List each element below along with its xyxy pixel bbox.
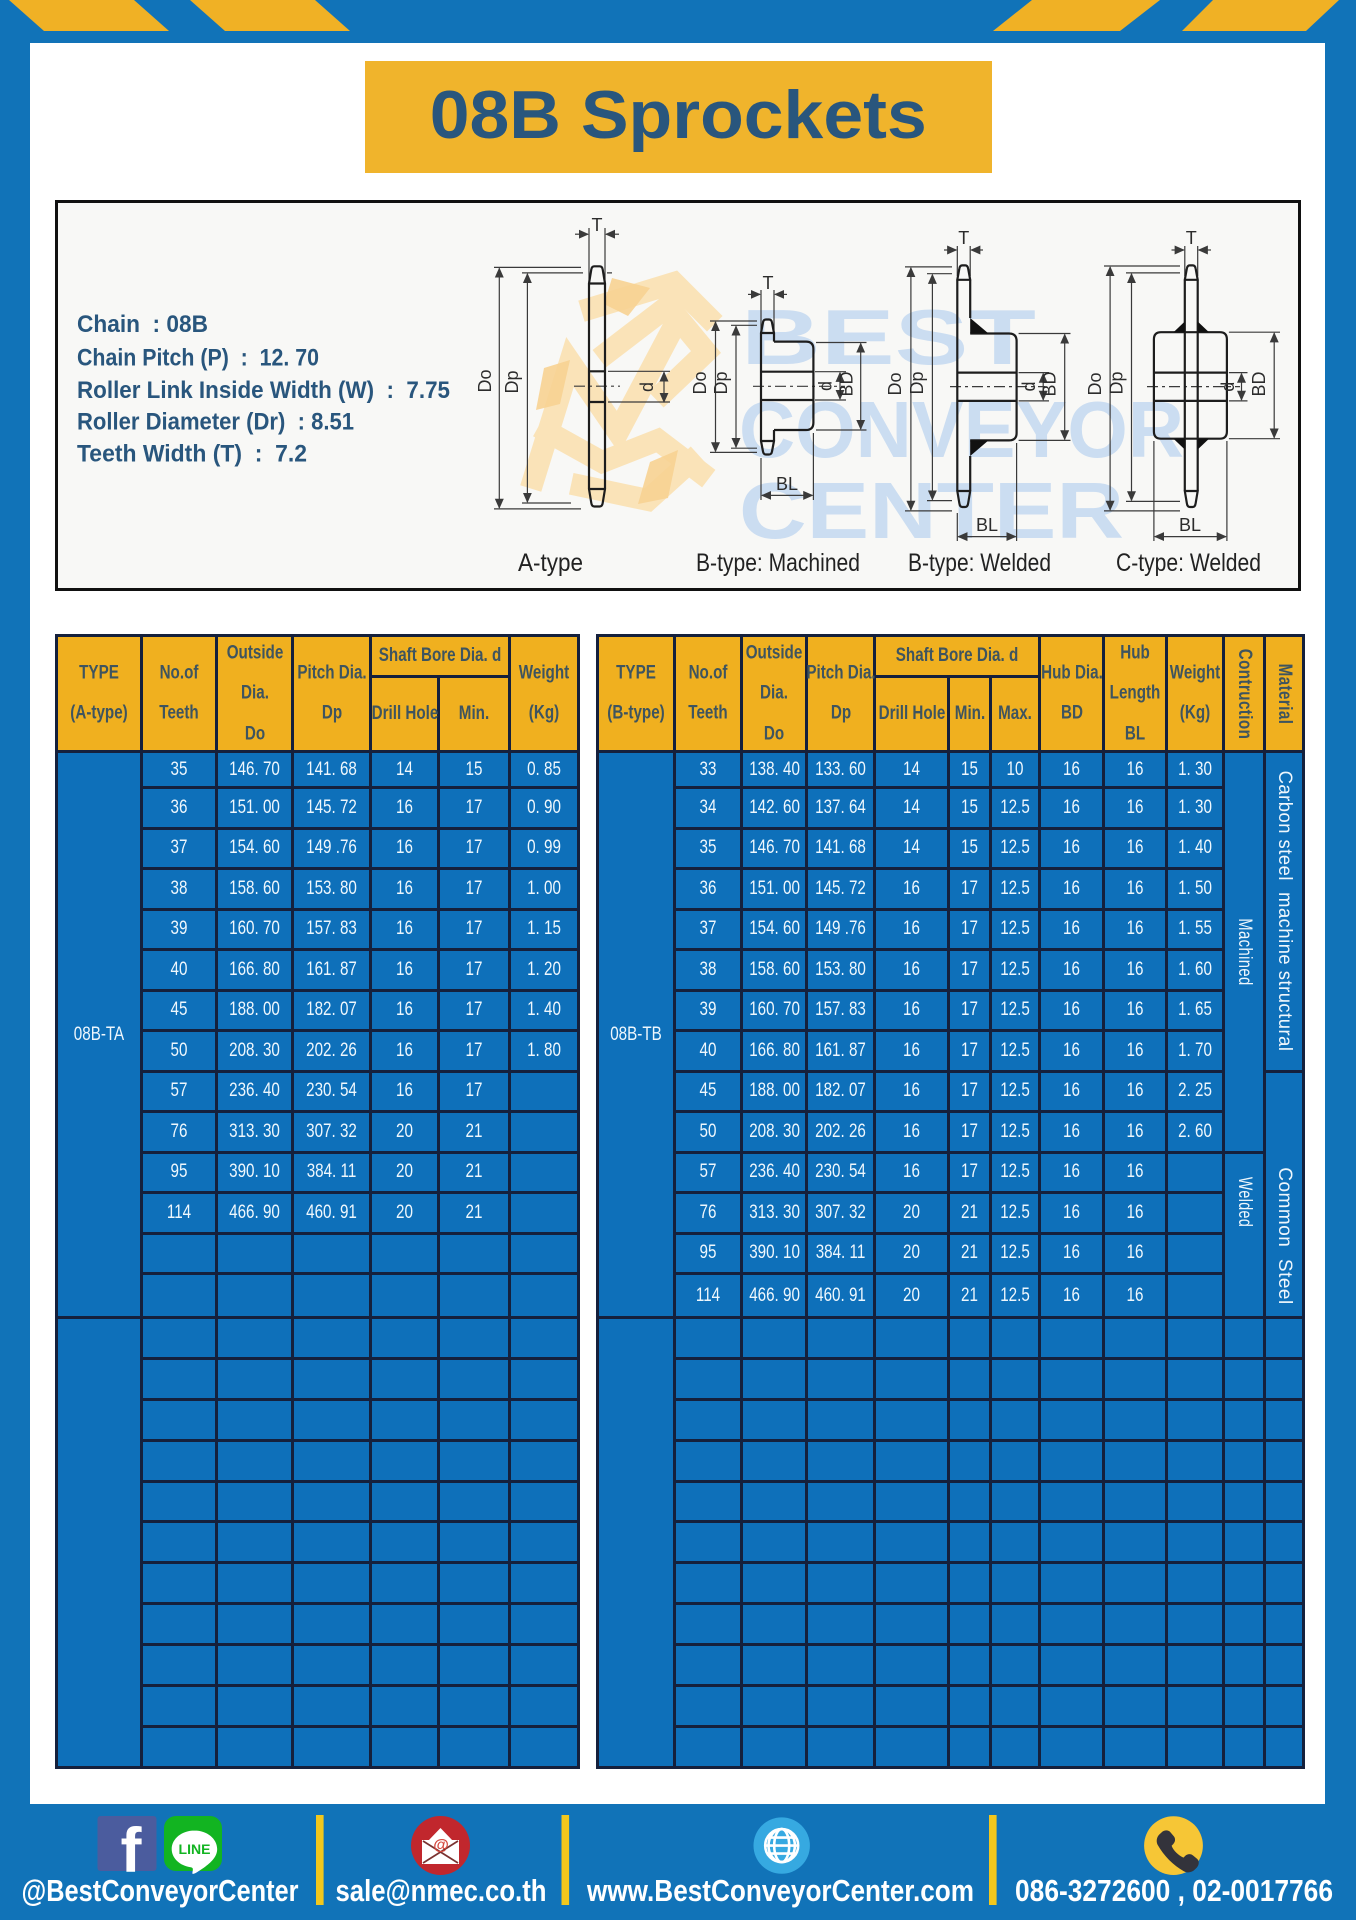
svg-text:T: T: [763, 273, 774, 293]
svg-text:@: @: [433, 1837, 449, 1854]
svg-text:d: d: [637, 382, 657, 392]
svg-text:Dp: Dp: [1107, 371, 1127, 394]
svg-text:BL: BL: [1179, 515, 1201, 535]
svg-text:T: T: [958, 228, 969, 248]
svg-text:f: f: [121, 1816, 143, 1886]
svg-text:B-type: Machined: B-type: Machined: [696, 549, 860, 577]
svg-text:Chain : 08B: Chain : 08B: [77, 311, 208, 338]
svg-text:Chain Pitch (P) : 12. 70: Chain Pitch (P) : 12. 70: [77, 345, 319, 372]
svg-text:Roller Link Inside Width (W): Roller Link Inside Width (W) : 7.75: [77, 377, 450, 404]
svg-text:086-3272600 , 02-0017766: 086-3272600 , 02-0017766: [1015, 1873, 1333, 1908]
svg-text:Do: Do: [1085, 372, 1105, 395]
svg-text:B-type: Welded: B-type: Welded: [908, 549, 1051, 577]
svg-text:A-type: A-type: [518, 549, 583, 577]
svg-text:Teeth Width (T) : 7.2: Teeth Width (T) : 7.2: [77, 441, 307, 468]
svg-text:Dp: Dp: [907, 371, 927, 394]
svg-text:Do: Do: [690, 371, 710, 394]
svg-text:d: d: [1019, 381, 1039, 391]
svg-text:www.BestConveyorCenter.com: www.BestConveyorCenter.com: [586, 1873, 974, 1908]
svg-text:d: d: [816, 381, 836, 391]
svg-text:T: T: [592, 215, 603, 235]
svg-text:d: d: [1218, 382, 1238, 392]
svg-text:BL: BL: [776, 474, 798, 494]
svg-text:T: T: [1186, 228, 1197, 248]
svg-text:BEST: BEST: [741, 293, 1036, 381]
svg-text:BD: BD: [837, 371, 857, 396]
svg-text:BD: BD: [1249, 371, 1269, 396]
svg-text:BD: BD: [1040, 371, 1060, 396]
svg-text:Roller Diameter (Dr) : 8.51: Roller Diameter (Dr) : 8.51: [77, 409, 354, 436]
svg-text:Dp: Dp: [711, 371, 731, 394]
svg-text:Dp: Dp: [502, 370, 522, 393]
svg-text:Do: Do: [475, 369, 495, 392]
svg-text:BL: BL: [976, 515, 998, 535]
svg-text:sale@nmec.co.th: sale@nmec.co.th: [336, 1873, 547, 1908]
svg-text:C-type: Welded: C-type: Welded: [1116, 549, 1261, 577]
svg-text:@BestConveyorCenter: @BestConveyorCenter: [22, 1873, 299, 1908]
svg-text:Do: Do: [885, 372, 905, 395]
svg-text:LINE: LINE: [179, 1841, 211, 1857]
